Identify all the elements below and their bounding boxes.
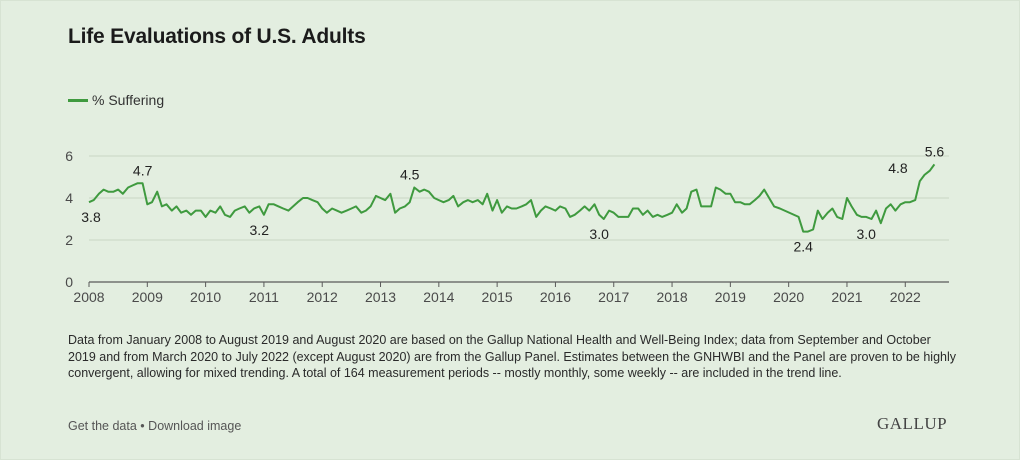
data-label: 3.8 [81, 209, 101, 225]
x-tick-label: 2019 [715, 289, 746, 305]
footer-separator: • [140, 419, 145, 433]
x-tick-label: 2010 [190, 289, 221, 305]
x-tick-label: 2008 [73, 289, 104, 305]
y-tick-label: 2 [65, 232, 73, 248]
data-label: 4.7 [133, 162, 153, 178]
x-tick-label: 2009 [132, 289, 163, 305]
legend-label: % Suffering [92, 92, 165, 108]
data-label: 5.6 [925, 143, 945, 159]
gallup-logo: GALLUP [877, 414, 948, 433]
x-tick-label: 2017 [598, 289, 629, 305]
x-tick-label: 2013 [365, 289, 396, 305]
data-label: 3.0 [856, 226, 876, 242]
x-tick-label: 2018 [656, 289, 687, 305]
y-tick-label: 4 [65, 190, 73, 206]
x-tick-label: 2020 [773, 289, 804, 305]
grid-layer [89, 155, 949, 283]
series-line-suffering [88, 163, 936, 233]
x-tick-label: 2021 [831, 289, 862, 305]
data-label: 3.0 [589, 226, 609, 242]
x-tick-label: 2016 [540, 289, 571, 305]
data-label-layer: 3.8 4.7 3.2 4.5 3.0 2.4 3.0 4.8 5.6 [81, 143, 944, 254]
data-label: 4.5 [400, 167, 420, 183]
y-tick-label: 6 [65, 148, 73, 164]
footnote: Data from January 2008 to August 2019 an… [68, 333, 957, 380]
legend-line-swatch [68, 98, 88, 102]
y-tick-label: 0 [65, 274, 73, 290]
x-tick-label: 2015 [482, 289, 513, 305]
line-chart: 0 2 4 6 2008 2009 2010 2011 2012 2013 2014 2015 2016… [65, 143, 949, 305]
data-label: 2.4 [794, 239, 814, 255]
get-data-link[interactable]: Get the data [68, 419, 137, 433]
series-layer [88, 163, 936, 233]
chart-title: Life Evaluations of U.S. Adults [68, 25, 366, 48]
x-tick-label: 2022 [890, 289, 921, 305]
x-tick-label: 2012 [307, 289, 338, 305]
x-tick-label: 2014 [423, 289, 454, 305]
chart-legend: % Suffering [68, 92, 164, 108]
footer-links: Get the data • Download image [68, 419, 241, 433]
axis-layer: 0 2 4 6 2008 2009 2010 2011 2012 2013 2014 2015 2016… [65, 148, 921, 305]
data-label: 3.2 [250, 222, 270, 238]
data-label: 4.8 [888, 160, 908, 176]
x-tick-label: 2011 [249, 289, 279, 305]
download-image-link[interactable]: Download image [148, 419, 242, 433]
